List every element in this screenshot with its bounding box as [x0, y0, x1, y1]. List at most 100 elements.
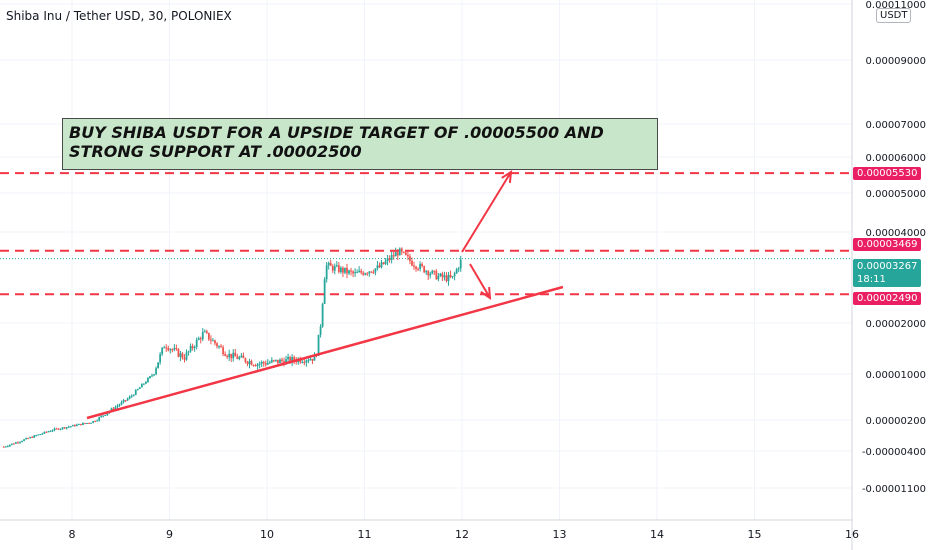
candle-body	[114, 406, 117, 410]
candle-body	[77, 423, 80, 425]
drawings[interactable]	[0, 170, 852, 420]
candle-body	[21, 440, 23, 442]
candle-body	[333, 266, 336, 271]
candle-body	[49, 431, 52, 433]
candle-body	[110, 408, 113, 412]
candle-body	[29, 437, 32, 439]
candle-body	[321, 303, 324, 327]
candle-body	[457, 268, 460, 270]
candle-body	[8, 444, 11, 447]
candle-body	[80, 423, 82, 425]
candle-body	[439, 273, 442, 276]
x-tick-label: 8	[69, 528, 76, 541]
candle-body	[362, 272, 365, 275]
candle-body	[84, 423, 86, 425]
candle-body	[55, 428, 58, 430]
candle-body	[400, 248, 403, 252]
resistance-price-tag: 0.00003469	[853, 238, 922, 251]
y-tick-label: 0.00002000	[866, 319, 926, 330]
candle-body	[96, 420, 99, 422]
candle-body	[228, 353, 231, 358]
x-tick-label: 13	[553, 528, 567, 541]
candle-body	[344, 267, 346, 273]
candle-body	[329, 262, 332, 266]
currency-button[interactable]: USDT	[876, 8, 912, 23]
countdown-timer: 18:11	[857, 274, 886, 285]
trend-line[interactable]	[86, 285, 564, 420]
candle-body	[443, 275, 446, 278]
candle-body	[244, 358, 247, 362]
grid-lines	[0, 0, 853, 520]
candle-body	[75, 424, 78, 427]
candle-body	[151, 375, 153, 377]
candle-body	[453, 273, 456, 277]
candle-body	[41, 433, 44, 435]
time-axis[interactable]: 8 9 10 11 12 13 14 15 16	[69, 528, 860, 541]
target-arrow[interactable]	[461, 171, 512, 253]
candle-body	[252, 365, 255, 367]
candle-body	[138, 387, 141, 389]
candle-body	[272, 360, 275, 362]
candle-body	[155, 368, 157, 375]
candle-body	[327, 262, 330, 266]
candle-body	[305, 360, 308, 363]
candle-body	[407, 254, 409, 257]
candle-body	[339, 267, 342, 273]
candle-body	[67, 426, 70, 428]
candle-body	[90, 422, 92, 424]
candle-body	[193, 347, 196, 349]
y-tick-label: 0.00006000	[866, 153, 926, 164]
candle-body	[348, 270, 350, 274]
candle-body	[390, 255, 393, 261]
candle-body	[181, 353, 184, 359]
candle-body	[130, 395, 133, 397]
candle-body	[394, 252, 397, 257]
candle-body	[260, 361, 263, 364]
candle-body	[122, 400, 125, 403]
candle-body	[195, 339, 198, 348]
y-tick-label: 0.00009000	[866, 56, 926, 67]
price-axis[interactable]: 0.00011000 0.00009000 0.00007000 0.00006000…	[862, 0, 926, 495]
pullback-arrow[interactable]	[469, 263, 491, 299]
candle-body	[447, 274, 450, 282]
target-arrow-head	[501, 170, 513, 184]
x-tick-label: 15	[748, 528, 762, 541]
candle-body	[179, 353, 182, 357]
candle-body	[441, 273, 444, 278]
candle-body	[224, 354, 227, 356]
candle-body	[161, 347, 164, 355]
candle-body	[185, 352, 188, 360]
annotation-textbox[interactable]: BUY SHIBA USDT FOR A UPSIDE TARGET OF .0…	[62, 118, 658, 170]
candle-body	[409, 256, 411, 261]
candle-body	[234, 352, 237, 357]
last-price-value: 0.00003267	[857, 261, 918, 272]
candle-body	[313, 355, 316, 361]
candle-body	[311, 358, 314, 361]
candle-body	[236, 356, 239, 359]
candle-body	[445, 275, 448, 282]
candle-body	[159, 354, 162, 363]
candle-body	[187, 351, 190, 353]
target-price-tag: 0.00005530	[853, 167, 922, 180]
candle-body	[71, 425, 74, 427]
candle-body	[398, 248, 401, 256]
candle-body	[98, 417, 101, 421]
candle-body	[39, 434, 42, 436]
candle-body	[94, 421, 97, 423]
candle-body	[222, 347, 224, 355]
candle-body	[262, 361, 265, 364]
candle-body	[214, 340, 216, 344]
candle-body	[368, 271, 371, 274]
candle-body	[124, 400, 127, 402]
candle-body	[404, 252, 407, 255]
candle-body	[374, 268, 377, 273]
candle-body	[451, 276, 454, 278]
candle-body	[51, 430, 54, 432]
x-tick-label: 16	[845, 528, 859, 541]
candle-body	[69, 426, 72, 428]
candle-body	[388, 258, 391, 261]
candle-body	[100, 415, 103, 418]
candle-body	[376, 265, 379, 269]
candle-body	[250, 361, 253, 366]
